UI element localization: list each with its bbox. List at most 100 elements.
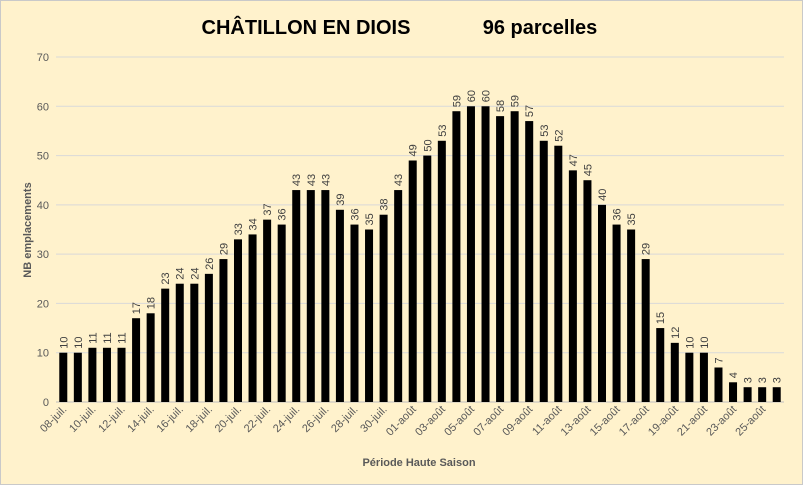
data-label: 15 xyxy=(655,312,667,324)
data-label: 10 xyxy=(699,336,711,348)
bar xyxy=(365,229,374,402)
x-tick-label: 05-août xyxy=(442,404,477,439)
data-label: 59 xyxy=(510,95,522,107)
bar xyxy=(539,140,548,403)
bars xyxy=(59,106,781,403)
data-label: 10 xyxy=(684,336,696,348)
y-tick-label: 0 xyxy=(43,397,49,409)
x-axis-title: Période Haute Saison xyxy=(362,457,475,469)
x-tick-label: 16-juil. xyxy=(154,404,185,435)
bar xyxy=(233,239,243,402)
bar xyxy=(714,367,723,402)
x-tick-label: 28-juil. xyxy=(329,404,360,435)
x-tick-label: 01-août xyxy=(384,404,419,439)
data-label: 60 xyxy=(481,90,493,102)
data-label: 39 xyxy=(335,194,347,206)
data-label: 43 xyxy=(306,174,318,186)
x-tick-label: 11-août xyxy=(530,404,564,438)
bar xyxy=(437,140,446,403)
x-tick-label: 13-août xyxy=(559,404,594,439)
data-label: 58 xyxy=(495,100,507,112)
data-label: 3 xyxy=(757,377,769,383)
bar xyxy=(277,224,286,402)
bar xyxy=(102,347,111,402)
data-label: 12 xyxy=(670,327,682,339)
x-tick-label: 18-juil. xyxy=(184,404,215,435)
bar xyxy=(641,259,650,402)
x-tick-label: 25-août xyxy=(733,404,768,439)
data-label: 38 xyxy=(379,198,391,210)
data-label: 52 xyxy=(553,129,565,141)
y-tick-label: 50 xyxy=(37,151,49,163)
bar xyxy=(670,342,679,402)
bar xyxy=(568,170,577,402)
bar xyxy=(597,204,607,402)
chart-subtitle: 96 parcelles xyxy=(483,17,598,39)
data-label: 47 xyxy=(568,154,580,166)
bar xyxy=(729,382,738,402)
y-tick-label: 70 xyxy=(37,52,49,64)
bar xyxy=(219,259,228,402)
data-label: 59 xyxy=(451,95,463,107)
data-label: 24 xyxy=(189,267,201,279)
data-label: 3 xyxy=(772,377,784,383)
data-label: 26 xyxy=(204,258,216,270)
bar xyxy=(685,352,694,402)
data-label: 45 xyxy=(582,164,594,176)
data-label: 4 xyxy=(728,372,740,378)
x-tick-label: 03-août xyxy=(413,404,448,439)
bar xyxy=(699,352,708,402)
bar xyxy=(496,116,505,403)
y-tick-label: 20 xyxy=(37,298,49,310)
bar xyxy=(583,180,592,402)
x-tick-label: 15-août xyxy=(588,404,623,439)
data-label: 50 xyxy=(422,139,434,151)
data-label: 53 xyxy=(539,125,551,137)
bar xyxy=(379,214,388,402)
data-label: 43 xyxy=(393,174,405,186)
bar xyxy=(554,145,563,402)
bar xyxy=(758,387,767,402)
data-label: 35 xyxy=(626,213,638,225)
data-label: 24 xyxy=(175,267,187,279)
bar xyxy=(394,190,403,402)
x-tick-label: 26-juil. xyxy=(300,404,331,435)
data-label: 36 xyxy=(277,208,289,220)
y-axis-ticks: 0 10 20 30 40 50 60 70 xyxy=(37,52,49,409)
bar xyxy=(146,313,155,402)
data-label: 36 xyxy=(612,208,624,220)
bar xyxy=(306,190,315,402)
bar xyxy=(525,121,534,403)
x-tick-label: 07-août xyxy=(471,404,506,439)
bar xyxy=(510,111,519,402)
data-label: 40 xyxy=(597,189,609,201)
bar xyxy=(335,209,344,402)
data-label: 17 xyxy=(131,302,143,314)
data-label: 7 xyxy=(713,357,725,363)
data-label: 10 xyxy=(58,336,70,348)
bar xyxy=(263,219,272,402)
bar xyxy=(656,328,665,402)
data-label: 29 xyxy=(641,243,653,255)
data-label: 18 xyxy=(146,297,158,309)
data-label: 43 xyxy=(320,174,332,186)
bar xyxy=(175,283,184,402)
data-label: 3 xyxy=(743,377,755,383)
x-tick-label: 17-août xyxy=(617,404,652,439)
x-tick-label: 14-juil. xyxy=(125,404,156,435)
bar xyxy=(248,234,257,402)
bar xyxy=(292,190,301,402)
bar xyxy=(743,387,752,402)
x-tick-label: 23-août xyxy=(704,404,739,439)
x-tick-label: 19-août xyxy=(646,404,681,439)
bar xyxy=(627,229,636,402)
bar xyxy=(190,283,199,402)
y-tick-label: 60 xyxy=(37,101,49,113)
data-label: 10 xyxy=(73,336,85,348)
bar xyxy=(481,106,490,403)
bar xyxy=(59,352,68,402)
data-label: 36 xyxy=(349,208,361,220)
